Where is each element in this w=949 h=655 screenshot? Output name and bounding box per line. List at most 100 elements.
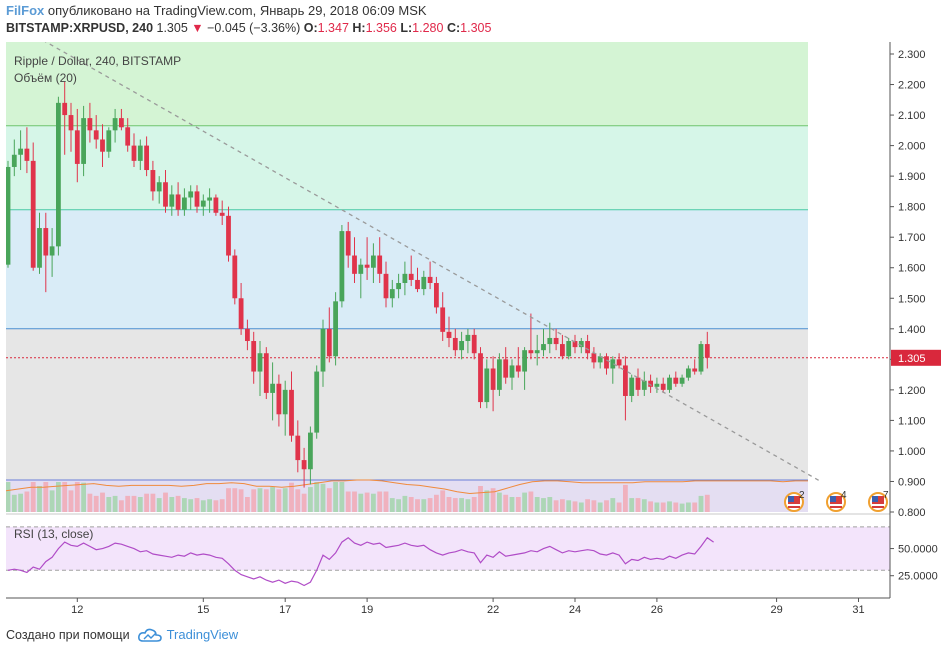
candle-body [578,341,584,348]
published-text: опубликовано на TradingView.com, Январь … [47,3,427,18]
volume-bar [604,500,609,512]
volume-bar [125,495,131,512]
candle-body [295,435,301,461]
candle-body [623,365,628,396]
candle-body [528,350,534,354]
badge-count: 2 [799,490,805,501]
publish-line: FilFox опубликовано на TradingView.com, … [6,3,427,18]
price-tick-label: 0.900 [898,476,926,488]
volume-bar [421,499,427,512]
volume-bar [648,501,653,512]
price-tick-label: 1.400 [898,324,926,336]
candle-body [635,377,641,390]
zone-3 [6,209,808,329]
candle-body [56,102,61,247]
candle-body [245,328,250,342]
volume-bar [263,489,269,512]
volume-bar [434,494,439,512]
price-tick-label: 1.200 [898,385,926,397]
volume-bar [641,499,647,512]
candle-body [68,115,74,131]
badge-count: 7 [883,490,889,501]
volume-bar [440,490,446,512]
candle-body [371,255,376,268]
candle-body [131,145,137,161]
candle-body [156,182,162,192]
volume-bar [402,495,408,512]
volume-bar [18,493,23,512]
volume-bar [100,492,105,512]
candle-body [251,341,257,372]
candle-body [314,371,320,433]
candle-body [308,432,313,470]
price-tick-label: 1.500 [898,293,926,305]
candle-body [11,154,17,167]
candle-body [686,368,691,378]
price-tick-label: 1.900 [898,171,926,183]
candle-body [698,344,704,372]
volume-bar [326,488,332,512]
current-price-tag [891,349,941,366]
candle-body [377,255,383,274]
candle-body [389,289,395,299]
candle-body [667,377,672,390]
candle-body [383,273,389,299]
volume-bar [112,495,118,512]
badge-count: 4 [841,490,847,501]
tradingview-link[interactable]: TradingView [137,627,239,642]
us-flag-badge-icon: 2 [784,490,805,512]
candle-body [560,344,565,357]
tradingview-label[interactable]: TradingView [166,627,239,642]
candle-body [427,276,433,283]
candle-body [692,368,698,372]
volume-bar [465,499,471,512]
rsi-line [7,536,714,587]
volume-bar [320,483,326,512]
time-tick-label: 17 [279,604,291,616]
candle-body [566,341,572,357]
candle-body [585,341,590,354]
volume-bar [339,482,345,512]
volume-bar [698,495,704,512]
candle-body [270,383,275,393]
candle-body [5,166,11,265]
candle-body [194,191,200,207]
volume-bar [497,492,502,512]
price-tick-label: 1.600 [898,263,926,275]
price-tick-label: 2.100 [898,110,926,122]
volume-bar [528,491,534,512]
time-tick-label: 31 [852,604,864,616]
price-tick-label: 2.000 [898,141,926,153]
volume-bar [490,488,496,512]
candle-body [74,130,80,164]
volume-bar [156,498,162,512]
zone-1 [6,42,808,126]
candle-body [219,212,225,216]
candle-body [484,368,490,403]
volume-bar [692,502,698,512]
volume-bar [364,492,370,512]
volume-bar [358,493,364,512]
time-tick-label: 26 [651,604,663,616]
author-name[interactable]: FilFox [6,3,45,18]
volume-bar [68,490,74,512]
volume-bar [24,491,30,512]
candle-body [515,365,521,372]
volume-bar [289,482,294,512]
candle-body [597,356,603,363]
volume-bar [213,500,219,512]
volume-bar [56,482,61,512]
us-flag-badge-icon: 7 [868,490,889,512]
candle-body [18,148,23,155]
created-with-text: Создано при помощи [6,627,130,642]
time-tick-label: 22 [487,604,499,616]
candle-body [106,130,112,152]
candle-body [345,231,351,256]
volume-bar [345,491,351,512]
open-value: 1.347 [317,21,349,35]
badge-stripe [872,504,884,506]
high-label: H: [352,21,366,35]
footer: Создано при помощи TradingView [6,627,238,642]
